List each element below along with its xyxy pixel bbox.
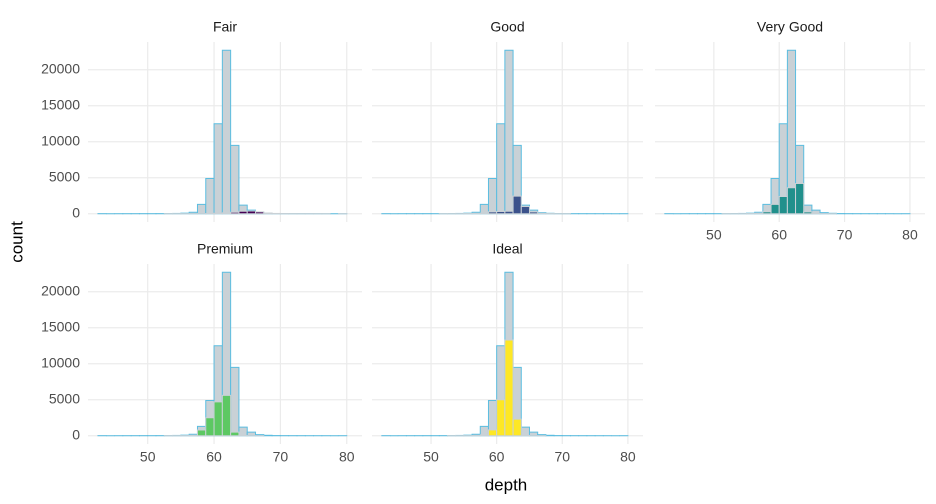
facet-panel: Very Good 50 60 70 80 [655, 19, 925, 243]
facet-bar [487, 211, 498, 215]
facet-bar [504, 339, 514, 437]
facet-bar [246, 210, 257, 215]
y-axis-title: count [7, 221, 26, 263]
background-bar [246, 431, 257, 437]
facet-bar [255, 211, 265, 215]
facet-bar [205, 417, 215, 437]
facet-bar [778, 195, 788, 215]
y-tick-label: 20000 [41, 282, 80, 298]
facet-bar [795, 182, 805, 215]
y-tick-label: 10000 [41, 132, 80, 148]
background-bar [196, 203, 207, 215]
x-tick-label: 70 [273, 449, 289, 465]
facet-bar [221, 394, 232, 437]
x-tick-label: 80 [902, 227, 918, 243]
facet-bar [496, 399, 506, 437]
background-bar [487, 177, 498, 215]
facet-title: Ideal [492, 241, 522, 257]
background-bar [528, 431, 539, 437]
facet-bar [479, 212, 489, 215]
x-tick-label: 50 [423, 449, 439, 465]
facet-bar [221, 212, 232, 215]
facet-bar [230, 431, 240, 437]
facet-bar [512, 195, 522, 215]
facet-bar [528, 211, 539, 215]
facet-bar [238, 210, 248, 215]
facet-title: Good [490, 19, 524, 35]
background-bar [213, 123, 223, 215]
background-bar [479, 203, 489, 215]
facet-bar [213, 401, 223, 437]
x-tick-label: 60 [771, 227, 787, 243]
facet-panel: Good [372, 19, 643, 222]
background-bar [479, 425, 489, 437]
x-tick-label: 50 [706, 227, 722, 243]
y-tick-label: 15000 [41, 318, 80, 334]
y-tick-label: 5000 [49, 390, 80, 406]
facet-panel: Fair 0 5000 10000 15000 20000 [41, 19, 362, 222]
facet-title: Premium [197, 241, 253, 257]
background-bar [205, 177, 215, 215]
background-bar [221, 49, 232, 215]
facet-panel: Premium 0 5000 10000 15000 20000 50 60 70 80 [41, 241, 362, 465]
y-tick-label: 20000 [41, 60, 80, 76]
facet-bar [520, 206, 530, 215]
facet-bar [770, 203, 780, 215]
facet-panel: Ideal 50 60 70 80 [372, 241, 643, 465]
y-tick-label: 0 [72, 204, 80, 220]
background-bar [238, 426, 248, 437]
facet-bar [479, 434, 489, 437]
background-bar [496, 123, 506, 215]
y-tick-label: 5000 [49, 168, 80, 184]
background-bar [504, 49, 514, 215]
facet-bar [762, 211, 772, 215]
facet-bar [512, 418, 522, 437]
facet-bar [487, 429, 498, 437]
facet-title: Very Good [757, 19, 823, 35]
y-tick-label: 10000 [41, 354, 80, 370]
facet-title: Fair [213, 19, 237, 35]
facet-bar [230, 211, 240, 215]
background-bar [520, 426, 530, 437]
facet-bar [803, 211, 813, 215]
background-bar [230, 366, 240, 437]
x-tick-label: 60 [489, 449, 505, 465]
y-tick-label: 0 [72, 426, 80, 442]
x-tick-label: 80 [620, 449, 636, 465]
x-tick-label: 70 [555, 449, 571, 465]
facet-bar [786, 187, 797, 215]
x-tick-label: 50 [140, 449, 156, 465]
facet-bar [263, 212, 273, 215]
x-tick-label: 60 [206, 449, 222, 465]
y-tick-label: 15000 [41, 96, 80, 112]
facet-bar [496, 211, 506, 215]
x-axis-title: depth [485, 475, 528, 494]
facet-bar [504, 210, 514, 215]
background-bar [230, 144, 240, 215]
x-tick-label: 80 [339, 449, 355, 465]
x-tick-label: 70 [837, 227, 853, 243]
facet-bar [196, 429, 207, 437]
